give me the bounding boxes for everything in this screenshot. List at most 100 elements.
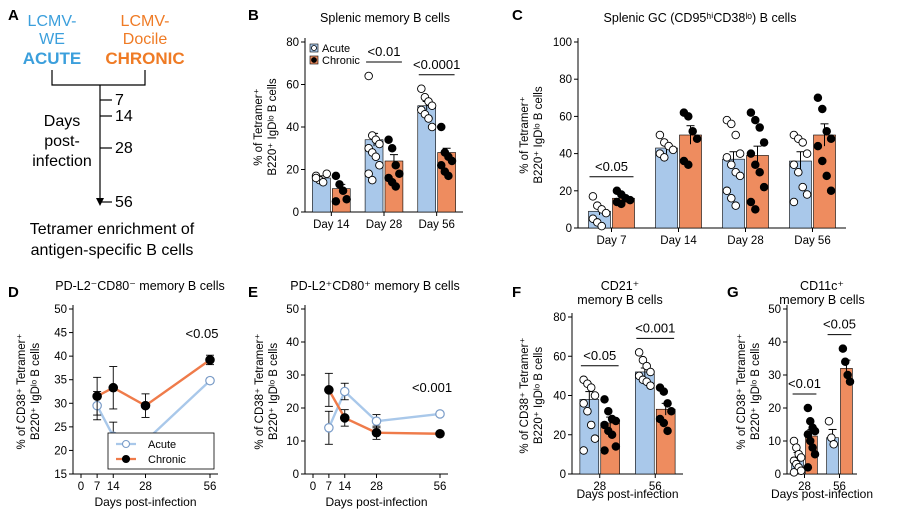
data-point-chronic	[391, 160, 400, 170]
timepoint-14: 14	[115, 108, 133, 125]
data-point-chronic	[755, 167, 764, 177]
data-point-chronic	[395, 169, 404, 178]
y-tick-label: 0	[566, 223, 572, 235]
data-point-acute	[798, 138, 807, 147]
p-value: <0.01	[788, 376, 821, 391]
days-label-line2: post-	[44, 133, 80, 150]
y-tick-label: 60	[553, 351, 566, 363]
data-point-acute	[789, 197, 799, 207]
data-point-acute	[727, 119, 736, 129]
y-tick-label: 40	[553, 391, 566, 403]
data-point-chronic	[92, 391, 102, 402]
y-tick-label: 20	[286, 165, 299, 177]
data-point-chronic	[108, 382, 119, 393]
p-value: <0.001	[412, 380, 452, 395]
data-point-chronic	[339, 413, 350, 423]
bar-chronic	[679, 134, 702, 229]
data-point-acute	[371, 152, 381, 161]
p-value: <0.01	[368, 44, 401, 59]
y-tick-label: 40	[286, 337, 299, 349]
data-point-chronic	[845, 377, 855, 386]
y-tick-label: 15	[54, 469, 67, 481]
timepoint-56: 56	[115, 194, 133, 211]
caption-line1: Tetramer enrichment of	[30, 221, 195, 238]
y-tick-label: 20	[768, 403, 781, 415]
days-label-line1: Days	[44, 113, 80, 130]
panel-letter-a: A	[8, 7, 19, 24]
panel-letter: B	[248, 7, 259, 24]
y-tick-label: 0	[293, 469, 299, 481]
data-point-chronic	[391, 182, 400, 191]
series-line-chronic	[327, 389, 441, 435]
data-point-chronic	[810, 426, 820, 436]
data-point-chronic	[826, 186, 836, 196]
y-axis-label-line2: B220⁺ IgDˡᵒ B cells	[533, 86, 545, 183]
data-point-acute	[364, 71, 373, 81]
data-point-chronic	[604, 406, 613, 416]
data-point-acute	[205, 375, 215, 386]
x-tick-label: Day 7	[596, 235, 626, 247]
chart-title-line1: CD21⁺	[601, 279, 640, 293]
x-tick-label: 14	[338, 481, 351, 493]
chart-title: PD-L2⁻CD80⁻ memory B cells	[55, 279, 225, 293]
data-point-chronic	[617, 199, 626, 209]
data-point-acute	[802, 190, 812, 199]
y-axis-label-line2: B220⁺ IgDˡᵒ B cells	[30, 343, 42, 440]
data-point-chronic	[813, 93, 823, 103]
x-tick-label: Day 56	[794, 235, 830, 247]
data-point-acute	[796, 453, 806, 462]
p-value: <0.05	[186, 326, 219, 341]
x-tick-label: 7	[94, 481, 100, 493]
data-point-chronic	[444, 171, 453, 181]
x-tick-label: 56	[649, 481, 662, 493]
chart-f: F CD21⁺memory B cells 0 20 40 60 80 % of CD38⁺ …	[512, 279, 683, 501]
data-point-chronic	[751, 160, 760, 170]
y-axis-label-line1: % of CD38⁺ Tetramer⁺	[254, 333, 266, 449]
y-tick-label: 35	[54, 375, 67, 387]
data-point-acute	[586, 420, 596, 430]
y-tick-label: 0	[560, 469, 566, 481]
x-axis-label: Days post-infection	[576, 487, 678, 501]
data-point-chronic	[140, 400, 151, 411]
data-point-acute	[634, 348, 644, 357]
days-label-line3: infection	[32, 153, 92, 170]
data-point-chronic	[826, 134, 836, 143]
schematic-panel: A LCMV- WE ACUTE LCMV- Docile CHRONIC 7 …	[8, 7, 195, 259]
y-axis-label-line2: B220⁺ IgDˡᵒ B cells	[267, 78, 279, 175]
bracket-line	[51, 70, 146, 86]
data-point-chronic	[751, 115, 760, 125]
p-value: <0.05	[595, 159, 628, 174]
chronic-label: CHRONIC	[105, 49, 184, 68]
legend-label-acute: Acute	[148, 439, 176, 451]
data-point-chronic	[663, 426, 672, 436]
x-tick-label: 28	[798, 481, 811, 493]
x-tick-label: 7	[326, 481, 332, 493]
y-tick-label: 50	[286, 304, 299, 316]
y-tick-label: 20	[54, 445, 67, 457]
data-point-chronic	[803, 463, 813, 472]
y-axis-label-line1: % of CD38⁺ Tetramer⁺	[519, 337, 531, 453]
p-value: <0.0001	[413, 57, 460, 72]
x-tick-label: 0	[310, 481, 316, 493]
acute-virus-line1: LCMV-	[28, 13, 77, 30]
data-point-acute	[798, 182, 807, 192]
x-axis-label: Days post-infection	[325, 495, 427, 509]
data-point-acute	[601, 208, 611, 218]
data-point-chronic	[335, 180, 344, 189]
data-point-acute	[727, 160, 736, 170]
y-axis-label-line1: % of CD38⁺ Tetramer⁺	[736, 333, 748, 449]
data-point-acute	[642, 361, 651, 371]
legend-marker-chronic	[311, 57, 317, 63]
data-point-acute	[789, 160, 799, 170]
data-point-acute	[802, 149, 812, 158]
data-point-chronic	[663, 399, 672, 408]
y-tick-label: 60	[559, 111, 572, 123]
x-axis-label: Days post-infection	[94, 495, 196, 509]
y-tick-label: 80	[286, 37, 299, 49]
data-point-chronic	[607, 430, 617, 440]
data-point-acute	[324, 422, 334, 433]
data-point-chronic	[667, 406, 676, 416]
data-point-chronic	[387, 143, 397, 153]
data-point-acute	[660, 153, 669, 162]
